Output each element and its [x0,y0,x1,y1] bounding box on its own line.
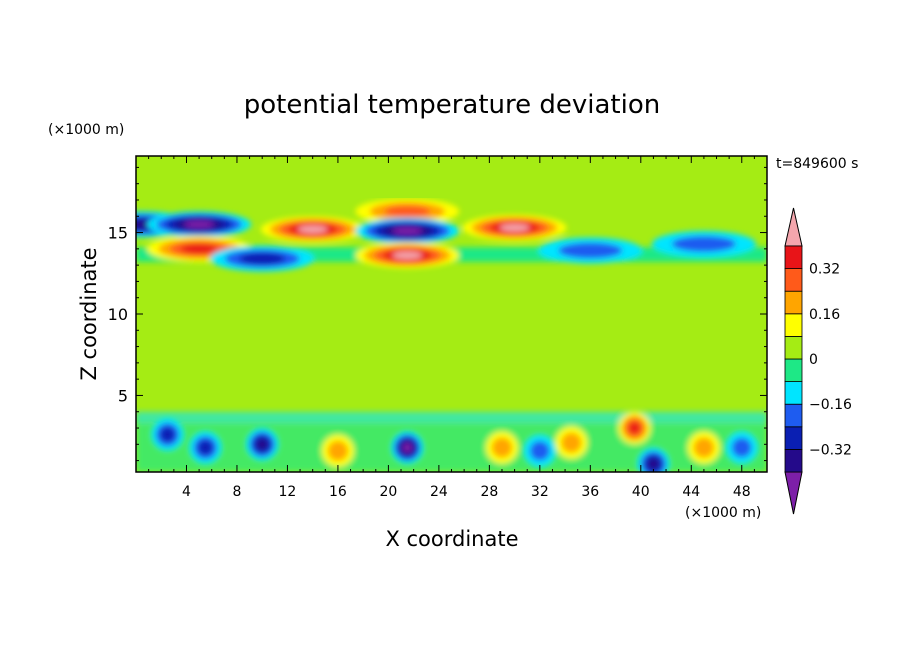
y-axis-ticks: 5 10 15 [108,166,767,462]
contour-feature [492,437,512,458]
contour-feature [184,220,214,229]
x-tick-label: 12 [279,484,297,500]
contour-feature [239,252,286,265]
colorbar-tick-label: −0.16 [809,397,852,413]
chart-title: potential temperature deviation [244,90,660,120]
contour-feature [198,440,213,455]
colorbar-tick-label: 0 [809,352,818,368]
contour-feature [694,437,714,458]
contour-feature [671,235,736,252]
x-tick-label: 24 [430,484,448,500]
colorbar: 0.32 0.16 0 −0.16 −0.32 [784,207,852,515]
time-label: t=849600 s [776,156,858,172]
colorbar-tick-label: −0.32 [809,442,852,458]
x-tick-label: 40 [632,484,650,500]
colorbar-min-arrow [784,471,803,515]
x-tick-label: 44 [682,484,700,500]
contour-feature [181,244,218,254]
contour-feature [392,227,423,235]
colorbar-segment [784,313,803,337]
colorbar-segment [784,381,803,405]
colorbar-segment [784,358,803,383]
contour-feature [384,205,431,218]
x-tick-label: 36 [581,484,599,500]
contour-feature [647,458,659,470]
colorbar-segment [784,403,803,428]
x-tick-label: 4 [182,484,191,500]
colorbar-max-arrow [784,207,803,247]
x-axis-label: X coordinate [385,527,518,551]
y-tick-label: 5 [118,386,128,405]
y-axis-label: Z coordinate [77,247,101,380]
x-tick-label: 28 [480,484,498,500]
colorbar-segment [784,268,803,292]
colorbar-segment [784,290,803,315]
contour-field [136,156,767,472]
x-tick-label: 32 [531,484,549,500]
contour-feature [392,251,423,260]
x-tick-label: 48 [733,484,751,500]
x-unit-label: (×1000 m) [685,505,761,521]
contour-feature [731,437,752,458]
colorbar-segment [784,448,803,473]
colorbar-segment [784,426,803,450]
contour-feature [529,440,550,461]
band-surface-layer [136,423,767,472]
band-boundary-layer [136,411,767,424]
colorbar-tick-label: 0.16 [809,307,840,323]
contour-feature [558,242,623,259]
colorbar-tick-label: 0.32 [809,262,840,278]
contour-feature [256,438,268,450]
contour-feature [561,432,582,453]
y-unit-label: (×1000 m) [48,122,124,138]
x-axis-ticks: 4 8 12 16 20 24 28 32 36 40 44 48 [148,156,755,500]
contour-feature [160,427,175,442]
colorbar-segment [784,245,803,270]
y-tick-label: 10 [108,305,128,324]
y-tick-label: 15 [108,224,128,243]
x-tick-label: 8 [232,484,241,500]
contour-feature [628,422,641,434]
x-tick-label: 20 [379,484,397,500]
contour-feature [328,440,348,461]
contour-feature [402,442,412,453]
contour-feature [297,225,328,234]
contour-feature [499,223,530,232]
x-tick-label: 16 [329,484,347,500]
colorbar-segment [784,335,803,360]
